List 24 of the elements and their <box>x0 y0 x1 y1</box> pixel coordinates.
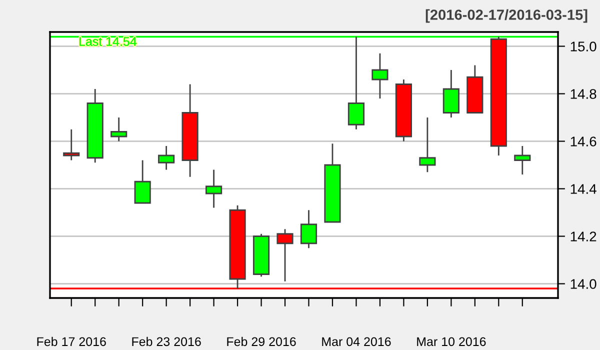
candlestick <box>134 160 151 204</box>
candlestick <box>158 145 175 170</box>
candlestick <box>300 209 318 249</box>
candlestick <box>442 69 460 118</box>
candlestick <box>110 116 128 142</box>
y-tick-label: 14.6 <box>570 136 596 146</box>
x-tick-label: Mar 10 2016 <box>417 337 486 346</box>
chart-title: [2016-02-17/2016-03-15] <box>426 9 588 23</box>
y-tick-label: 14.4 <box>570 184 596 194</box>
candlestick <box>63 128 80 161</box>
ref-line-label: Last 14.54 <box>80 37 136 46</box>
candlestick <box>276 228 294 282</box>
y-tick-label: 14.0 <box>570 279 596 289</box>
candlestick <box>372 52 388 100</box>
y-tick-label: 14.2 <box>570 232 596 242</box>
y-tick-label: 15.0 <box>570 42 596 52</box>
x-tick-label: Feb 29 2016 <box>227 336 296 346</box>
candlestick <box>206 169 222 208</box>
x-tick-label: Feb 17 2016 <box>37 336 106 346</box>
x-tick-label: Mar 04 2016 <box>322 337 391 346</box>
y-tick-label: 14.8 <box>570 89 596 99</box>
candlestick <box>514 145 531 176</box>
x-tick-label: Feb 23 2016 <box>132 336 201 346</box>
candlestick <box>419 116 436 173</box>
